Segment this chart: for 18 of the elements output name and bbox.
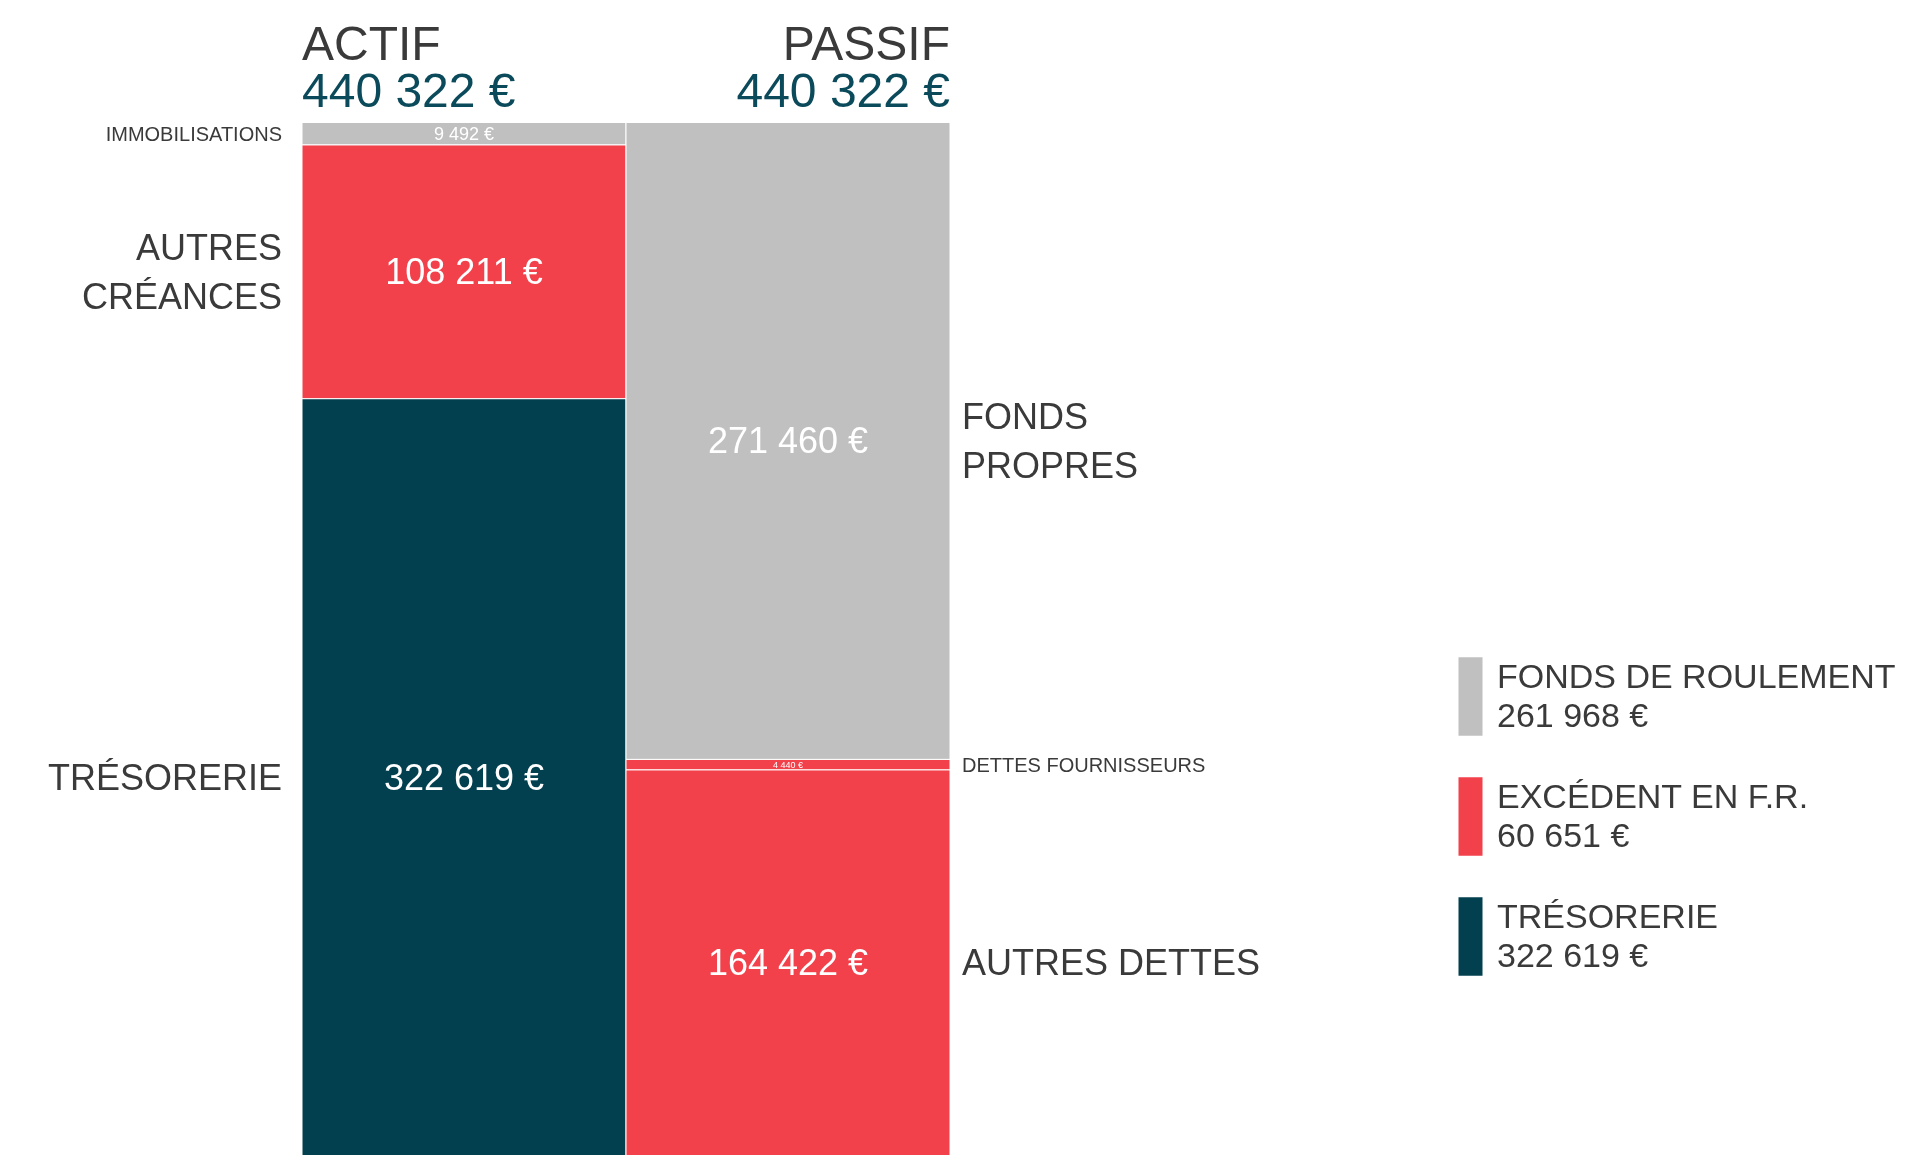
data-label: 164 422 € (707, 942, 869, 984)
category-label: EXCÉDENT EN F.R. (1497, 777, 1809, 815)
category-label: TRÉSORERIE (1497, 897, 1719, 935)
data-label: 271 460 € (707, 420, 869, 462)
data-label: 108 211 € (385, 251, 543, 293)
annotation: AUTRES DETTES (962, 942, 1261, 984)
text: 322 619 € (1497, 936, 1649, 974)
annotation: TRÉSORERIE (47, 756, 283, 798)
annotation: FONDS PROPRES (962, 395, 1139, 487)
annotation: AUTRES CRÉANCES (81, 226, 283, 317)
data-label: 9 492 € (433, 123, 495, 144)
annotation: DETTES FOURNISSEURS (962, 753, 1206, 776)
text: 261 968 € (1497, 696, 1649, 734)
text: 60 651 € (1497, 816, 1630, 854)
data-label: 4 440 € (772, 759, 804, 770)
category-label: FONDS DE ROULEMENT (1497, 657, 1896, 695)
data-label: 322 619 € (383, 756, 545, 798)
annotation: IMMOBILISATIONS (105, 122, 283, 145)
